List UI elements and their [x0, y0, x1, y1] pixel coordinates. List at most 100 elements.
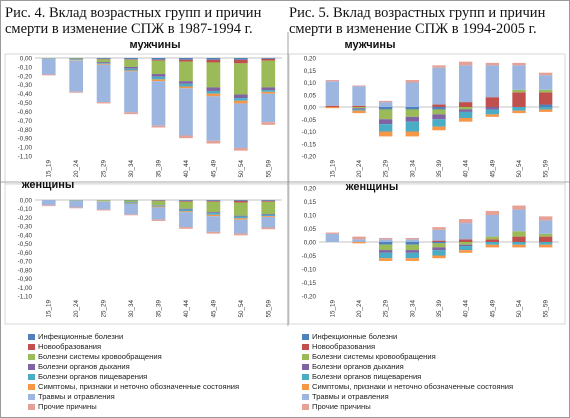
- x-tick-label: 20_24: [356, 300, 363, 318]
- bar-segment: [485, 107, 499, 110]
- bar-segment: [206, 201, 221, 213]
- bar-segment: [352, 242, 366, 244]
- bar-segment: [206, 58, 221, 60]
- bar-segment: [124, 214, 138, 216]
- bar-segment: [379, 107, 393, 110]
- bar-segment: [352, 109, 366, 111]
- x-tick-label: 25_29: [101, 160, 108, 178]
- legend-item: Болезни системы кровообращения: [302, 352, 436, 361]
- bar-segment: [512, 236, 526, 242]
- y-tick-label: 0,05: [304, 226, 317, 233]
- legend-item: Болезни органов пищеварения: [28, 372, 147, 381]
- bar-segment: [179, 209, 193, 212]
- figure-4-title: Рис. 4. Вклад возрастных групп и причин …: [5, 5, 262, 37]
- bar-segment: [233, 215, 248, 217]
- legend-label: Болезни системы кровообращения: [38, 352, 162, 361]
- bar-segment: [179, 88, 193, 136]
- bar-segment: [432, 104, 446, 107]
- bar-segment: [206, 214, 221, 217]
- bar-segment: [261, 90, 276, 92]
- bar-segment: [379, 124, 393, 132]
- bar-segment: [379, 239, 393, 242]
- figure-5-title: Рис. 5. Вклад возрастных групп и причин …: [289, 5, 546, 37]
- y-tick-label: -0,30: [18, 82, 33, 89]
- bar-segment: [539, 104, 553, 107]
- bar-segment: [206, 200, 221, 201]
- bar-segment: [233, 59, 248, 64]
- bar-segment: [432, 250, 446, 256]
- legend-label: Симптомы, признаки и неточно обозначенны…: [312, 382, 514, 391]
- y-tick-label: 0,15: [304, 68, 317, 75]
- bar-segment: [69, 207, 84, 209]
- x-tick-label: 15_19: [329, 160, 336, 178]
- bar-segment: [206, 213, 221, 215]
- legend-item: Симптомы, признаки и неточно обозначенны…: [28, 382, 239, 391]
- legend-swatch: [302, 373, 309, 380]
- bar-segment: [179, 212, 193, 228]
- legend-item: Новообразования: [28, 342, 101, 351]
- bar-segment: [124, 200, 138, 203]
- x-tick-label: 50_54: [238, 160, 245, 178]
- bar-segment: [261, 87, 276, 91]
- bar-segment: [261, 217, 276, 228]
- bar-segment: [512, 65, 526, 90]
- bar-segment: [405, 250, 419, 253]
- bar-segment: [379, 242, 393, 245]
- bar-segment: [151, 79, 166, 82]
- bar-segment: [432, 119, 446, 127]
- legend-swatch: [302, 363, 309, 370]
- bar-segment: [179, 227, 193, 229]
- x-tick-label: 35_39: [436, 160, 443, 178]
- bar-segment: [432, 242, 446, 244]
- bar-segment: [485, 242, 499, 245]
- legend-label: Инфекционные болезни: [38, 332, 124, 341]
- legend-item: Прочие причины: [302, 402, 371, 411]
- bar-segment: [96, 102, 111, 104]
- bar-segment: [459, 107, 473, 110]
- bar-segment: [512, 209, 526, 232]
- bar-segment: [539, 89, 553, 93]
- y-tick-label: -0,10: [18, 206, 33, 213]
- bar-segment: [179, 59, 193, 62]
- x-tick-label: 45_49: [210, 160, 217, 178]
- bar-segment: [325, 107, 339, 109]
- bar-segment: [96, 62, 111, 64]
- y-tick-label: -0,20: [18, 73, 33, 80]
- y-tick-label: -0,15: [302, 280, 317, 287]
- legend-item: Болезни органов дыхания: [302, 362, 404, 371]
- legend-item: Инфекционные болезни: [302, 332, 397, 341]
- y-tick-label: -0,80: [18, 267, 33, 274]
- y-tick-label: -0,10: [18, 64, 33, 71]
- bar-segment: [96, 59, 111, 63]
- y-tick-label: -0,70: [18, 259, 33, 266]
- bar-segment: [96, 200, 111, 201]
- bar-segment: [379, 119, 393, 125]
- bar-segment: [233, 94, 248, 99]
- y-tick-label: -0,90: [18, 136, 33, 143]
- bar-segment: [233, 218, 248, 220]
- bar-segment: [432, 67, 446, 105]
- bar-segment: [206, 231, 221, 234]
- bar-segment: [379, 100, 393, 103]
- bar-segment: [179, 81, 193, 84]
- legend-item: Новообразования: [302, 342, 375, 351]
- bar-segment: [405, 244, 419, 251]
- bar-segment: [151, 205, 166, 207]
- bar-segment: [69, 200, 84, 208]
- y-tick-label: -0,20: [18, 215, 33, 222]
- bar-segment: [379, 252, 393, 259]
- y-tick-label: 0,10: [304, 80, 317, 87]
- bar-segment: [432, 114, 446, 120]
- legend-item: Болезни органов дыхания: [28, 362, 130, 371]
- x-tick-label: 55_59: [265, 160, 272, 178]
- bar-segment: [261, 58, 276, 61]
- bar-segment: [485, 109, 499, 115]
- bar-segment: [261, 91, 276, 94]
- bar-segment: [459, 246, 473, 251]
- x-tick-label: 20_24: [356, 160, 363, 178]
- bar-segment: [405, 80, 419, 83]
- y-tick-label: 0,20: [304, 56, 317, 63]
- bar-segment: [432, 227, 446, 230]
- legend-item: Болезни системы кровообращения: [28, 352, 162, 361]
- x-tick-label: 45_49: [489, 300, 496, 318]
